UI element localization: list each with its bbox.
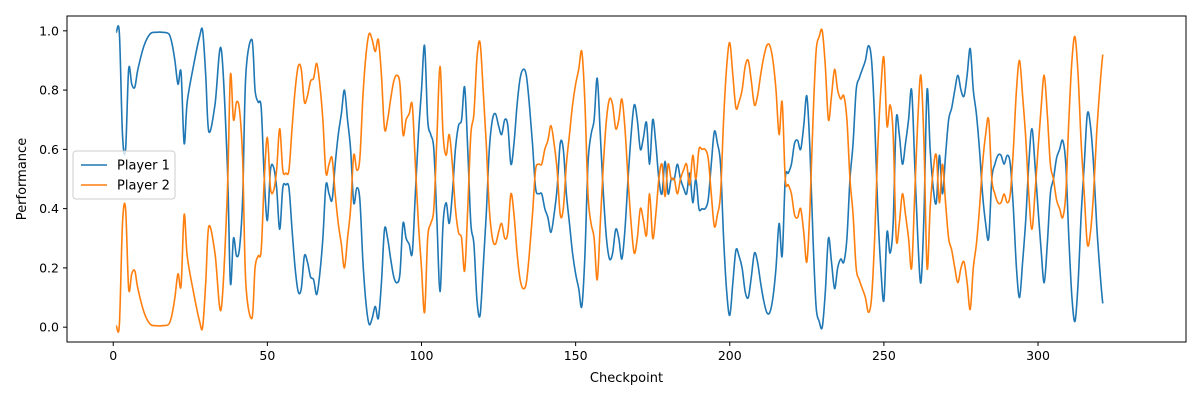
x-tick-label: 0: [109, 348, 117, 363]
y-tick-label: 0.0: [39, 320, 59, 335]
y-tick-label: 0.2: [39, 260, 59, 275]
x-tick-label: 150: [564, 348, 588, 363]
y-tick-label: 1.0: [39, 23, 59, 38]
x-axis-label: Checkpoint: [590, 371, 663, 386]
x-tick-label: 50: [259, 348, 275, 363]
y-tick-label: 0.8: [39, 83, 59, 98]
y-tick-label: 0.4: [39, 201, 59, 216]
series-line-player-1: [115, 25, 1104, 330]
x-tick-label: 250: [872, 348, 896, 363]
axes-frame: [66, 15, 1187, 343]
y-axis-label: Performance: [15, 138, 30, 220]
x-tick-label: 100: [410, 348, 434, 363]
legend-label-player-1: Player 1: [117, 159, 170, 174]
legend-box: [72, 150, 176, 200]
series-layer: [115, 25, 1104, 333]
legend-label-player-2: Player 2: [117, 179, 170, 194]
series-line-player-2: [115, 28, 1104, 333]
x-tick-label: 200: [718, 348, 742, 363]
legend: Player 1 Player 2: [72, 150, 176, 200]
x-tick-label: 300: [1026, 348, 1050, 363]
ticks-layer: 0 50 100 150 200 250 300 0.0 0.2 0.4 0.6 0.8 1.0: [39, 23, 1050, 363]
y-tick-label: 0.6: [39, 142, 59, 157]
